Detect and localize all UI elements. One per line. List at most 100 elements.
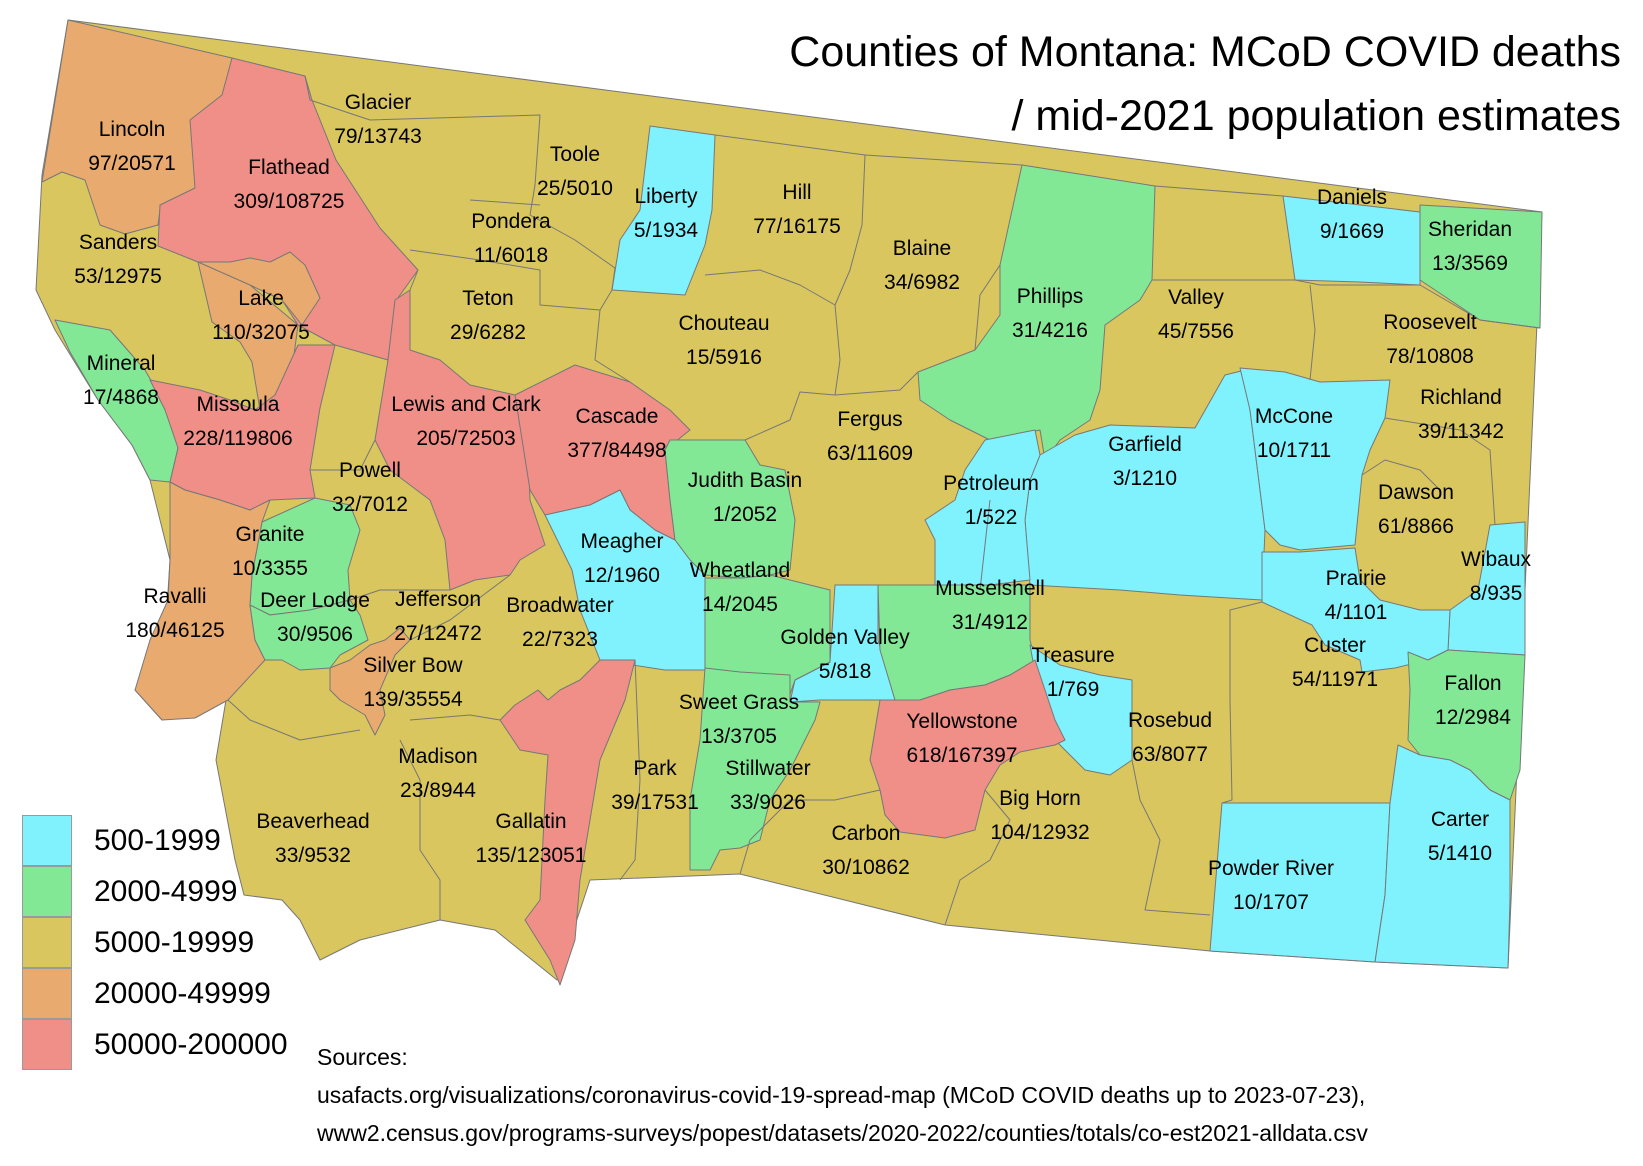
county-name: Ravalli <box>143 585 207 608</box>
county-deaths-population: 309/108725 <box>233 190 345 213</box>
county-name: Wheatland <box>689 559 791 582</box>
county-boundary-line <box>1154 185 1284 197</box>
county-name: Fergus <box>837 408 903 431</box>
county-boundary-line <box>704 269 841 441</box>
county-label-fergus: Fergus 63/11609 <box>827 403 913 471</box>
county-label-carter: Carter 5/1410 <box>1428 803 1492 871</box>
county-name: Yellowstone <box>906 710 1018 733</box>
county-region-silver-bow <box>329 627 411 736</box>
county-label-broadwater: Broadwater 22/7323 <box>506 589 613 657</box>
county-deaths-population: 23/8944 <box>400 779 476 802</box>
county-label-hill: Hill 77/16175 <box>753 176 841 244</box>
county-label-silver-bow: Silver Bow 139/35554 <box>363 649 462 717</box>
county-label-phillips: Phillips 31/4216 <box>1012 280 1088 348</box>
county-label-toole: Toole 25/5010 <box>537 138 613 206</box>
county-deaths-population: 139/35554 <box>363 688 463 711</box>
county-deaths-population: 4/1101 <box>1324 601 1388 624</box>
county-deaths-population: 13/3705 <box>701 725 777 748</box>
county-label-flathead: Flathead 309/108725 <box>234 151 345 219</box>
county-name: Petroleum <box>943 472 1039 495</box>
county-label-treasure: Treasure 1/769 <box>1031 639 1114 707</box>
county-boundary-line <box>714 134 866 306</box>
county-label-ravalli: Ravalli 180/46125 <box>125 580 224 648</box>
county-name: Rosebud <box>1127 709 1213 732</box>
county-boundary-line <box>349 589 450 601</box>
county-deaths-population: 34/6982 <box>884 271 960 294</box>
county-label-meagher: Meagher 12/1960 <box>581 525 664 593</box>
county-label-powell: Powell 32/7012 <box>332 454 408 522</box>
county-label-petroleum: Petroleum 1/522 <box>943 467 1039 535</box>
county-deaths-population: 15/5916 <box>686 346 762 369</box>
county-boundary-line <box>1221 601 1263 804</box>
county-name: Musselshell <box>935 577 1045 600</box>
county-name: Powell <box>339 459 401 482</box>
legend: 500-1999 2000-4999 5000-19999 20000-49999 50… <box>22 815 288 1070</box>
county-deaths-population: 97/20571 <box>88 152 176 175</box>
county-boundary-line <box>409 249 613 311</box>
county-name: Broadwater <box>506 594 614 617</box>
county-label-cascade: Cascade 377/84498 <box>567 400 666 468</box>
county-deaths-population: 45/7556 <box>1158 320 1234 343</box>
county-name: Garfield <box>1108 433 1182 456</box>
county-name: Hill <box>782 181 812 204</box>
legend-swatch <box>22 917 72 968</box>
county-region-missoula <box>149 344 336 511</box>
legend-label: 5000-19999 <box>94 925 255 959</box>
county-name: Lake <box>238 287 284 310</box>
county-name: Lincoln <box>98 118 166 141</box>
county-label-garfield: Garfield 3/1210 <box>1108 428 1182 496</box>
county-deaths-population: 30/10862 <box>822 856 910 879</box>
county-name: Lewis and Clark <box>391 393 541 416</box>
county-boundary-line <box>594 309 631 383</box>
county-deaths-population: 5/1934 <box>633 219 699 242</box>
county-label-valley: Valley 45/7556 <box>1158 281 1234 349</box>
county-label-wheatland: Wheatland 14/2045 <box>690 554 790 622</box>
county-label-gallatin: Gallatin 135/123051 <box>476 805 587 873</box>
county-boundary-line <box>979 499 991 591</box>
county-boundary-line <box>469 199 541 206</box>
county-region-sweet-grass <box>689 667 821 871</box>
county-label-chouteau: Chouteau 15/5916 <box>678 307 769 375</box>
county-deaths-population: 79/13743 <box>334 125 422 148</box>
county-deaths-population: 33/9532 <box>275 844 351 867</box>
county-name: Cascade <box>575 405 659 428</box>
county-region-carter <box>1374 744 1511 969</box>
county-deaths-population: 11/6018 <box>473 244 549 267</box>
county-label-prairie: Prairie 4/1101 <box>1325 562 1388 630</box>
legend-swatch <box>22 866 72 917</box>
county-name: Gallatin <box>495 810 567 833</box>
county-name: Granite <box>235 523 305 546</box>
county-label-glacier: Glacier 79/13743 <box>334 86 422 154</box>
county-name: Meagher <box>580 530 664 553</box>
county-label-teton: Teton 29/6282 <box>450 282 526 350</box>
legend-label: 500-1999 <box>94 823 221 857</box>
county-region-gallatin <box>499 659 636 986</box>
county-deaths-population: 228/119806 <box>183 427 293 450</box>
county-name: Custer <box>1304 634 1366 657</box>
county-region-yellowstone <box>869 659 1066 839</box>
county-name: Beaverhead <box>256 810 370 833</box>
county-name: Park <box>633 757 677 780</box>
county-label-lewis-and-clark: Lewis and Clark 205/72503 <box>391 388 540 456</box>
county-label-musselshell: Musselshell 31/4912 <box>935 572 1045 640</box>
county-name: McCone <box>1254 405 1334 428</box>
county-deaths-population: 14/2045 <box>702 593 778 616</box>
county-deaths-population: 39/17531 <box>611 791 699 814</box>
county-deaths-population: 10/1707 <box>1233 891 1309 914</box>
sources-note: Sources: usafacts.org/visualizations/cor… <box>317 1038 1368 1152</box>
legend-label: 50000-200000 <box>94 1027 288 1061</box>
county-label-deer-lodge: Deer Lodge 30/9506 <box>260 584 370 652</box>
county-boundary-line <box>1384 417 1496 526</box>
county-name: Big Horn <box>999 787 1081 810</box>
county-boundary-line <box>409 714 501 721</box>
county-deaths-population: 31/4912 <box>952 611 1028 634</box>
legend-item: 500-1999 <box>22 815 288 866</box>
county-name: Silver Bow <box>363 654 463 677</box>
county-deaths-population: 10/1711 <box>1256 439 1332 462</box>
county-name: Pondera <box>471 210 551 233</box>
county-label-madison: Madison 23/8944 <box>398 740 477 808</box>
county-label-sweet-grass: Sweet Grass 13/3705 <box>679 686 799 754</box>
county-label-pondera: Pondera 11/6018 <box>471 205 550 273</box>
sources-line-2: www2.census.gov/programs-surveys/popest/… <box>317 1120 1368 1146</box>
